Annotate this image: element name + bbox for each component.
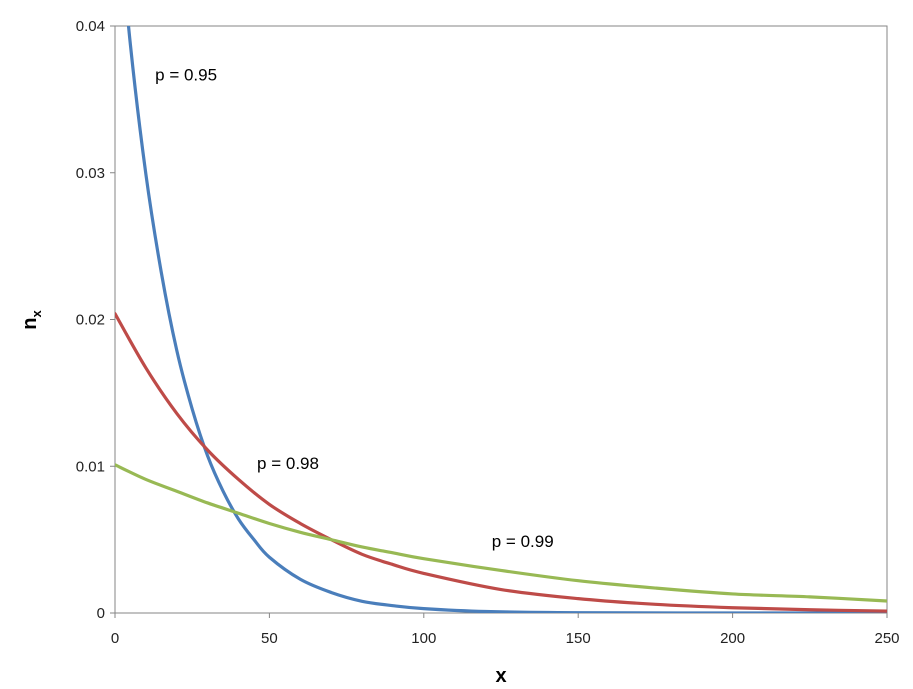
series-annotation: p = 0.98 <box>257 454 319 473</box>
y-tick-label: 0 <box>97 605 105 622</box>
series-annotation: p = 0.99 <box>492 532 554 551</box>
y-tick-label: 0.03 <box>76 165 105 182</box>
y-axis-title-main: n <box>19 318 41 330</box>
series-layer <box>115 26 887 613</box>
plot-area-border <box>114 25 888 614</box>
x-tick-label: 150 <box>566 630 591 647</box>
y-tick-label: 0.04 <box>76 18 105 35</box>
x-tick-label: 100 <box>411 630 436 647</box>
y-axis-ticks: 0 0.01 0.02 0.03 0.04 <box>76 18 115 622</box>
y-tick-label: 0.02 <box>76 312 105 329</box>
series-line-3 <box>115 463 887 603</box>
x-axis-title: x <box>495 665 506 687</box>
x-tick-label: 200 <box>720 630 745 647</box>
series-annotation: p = 0.95 <box>155 65 217 84</box>
series-line-2 <box>115 312 887 613</box>
y-axis-title-subscript: x <box>29 310 44 318</box>
series-line-1 <box>126 26 887 613</box>
annotations: p = 0.95 p = 0.98 p = 0.99 <box>155 65 554 551</box>
x-tick-label: 0 <box>111 630 119 647</box>
x-axis-ticks: 0 50 100 150 200 250 <box>111 613 900 647</box>
x-tick-label: 250 <box>874 630 899 647</box>
y-axis-title: nx <box>19 310 44 330</box>
y-tick-label: 0.01 <box>76 458 105 475</box>
x-tick-label: 50 <box>261 630 278 647</box>
